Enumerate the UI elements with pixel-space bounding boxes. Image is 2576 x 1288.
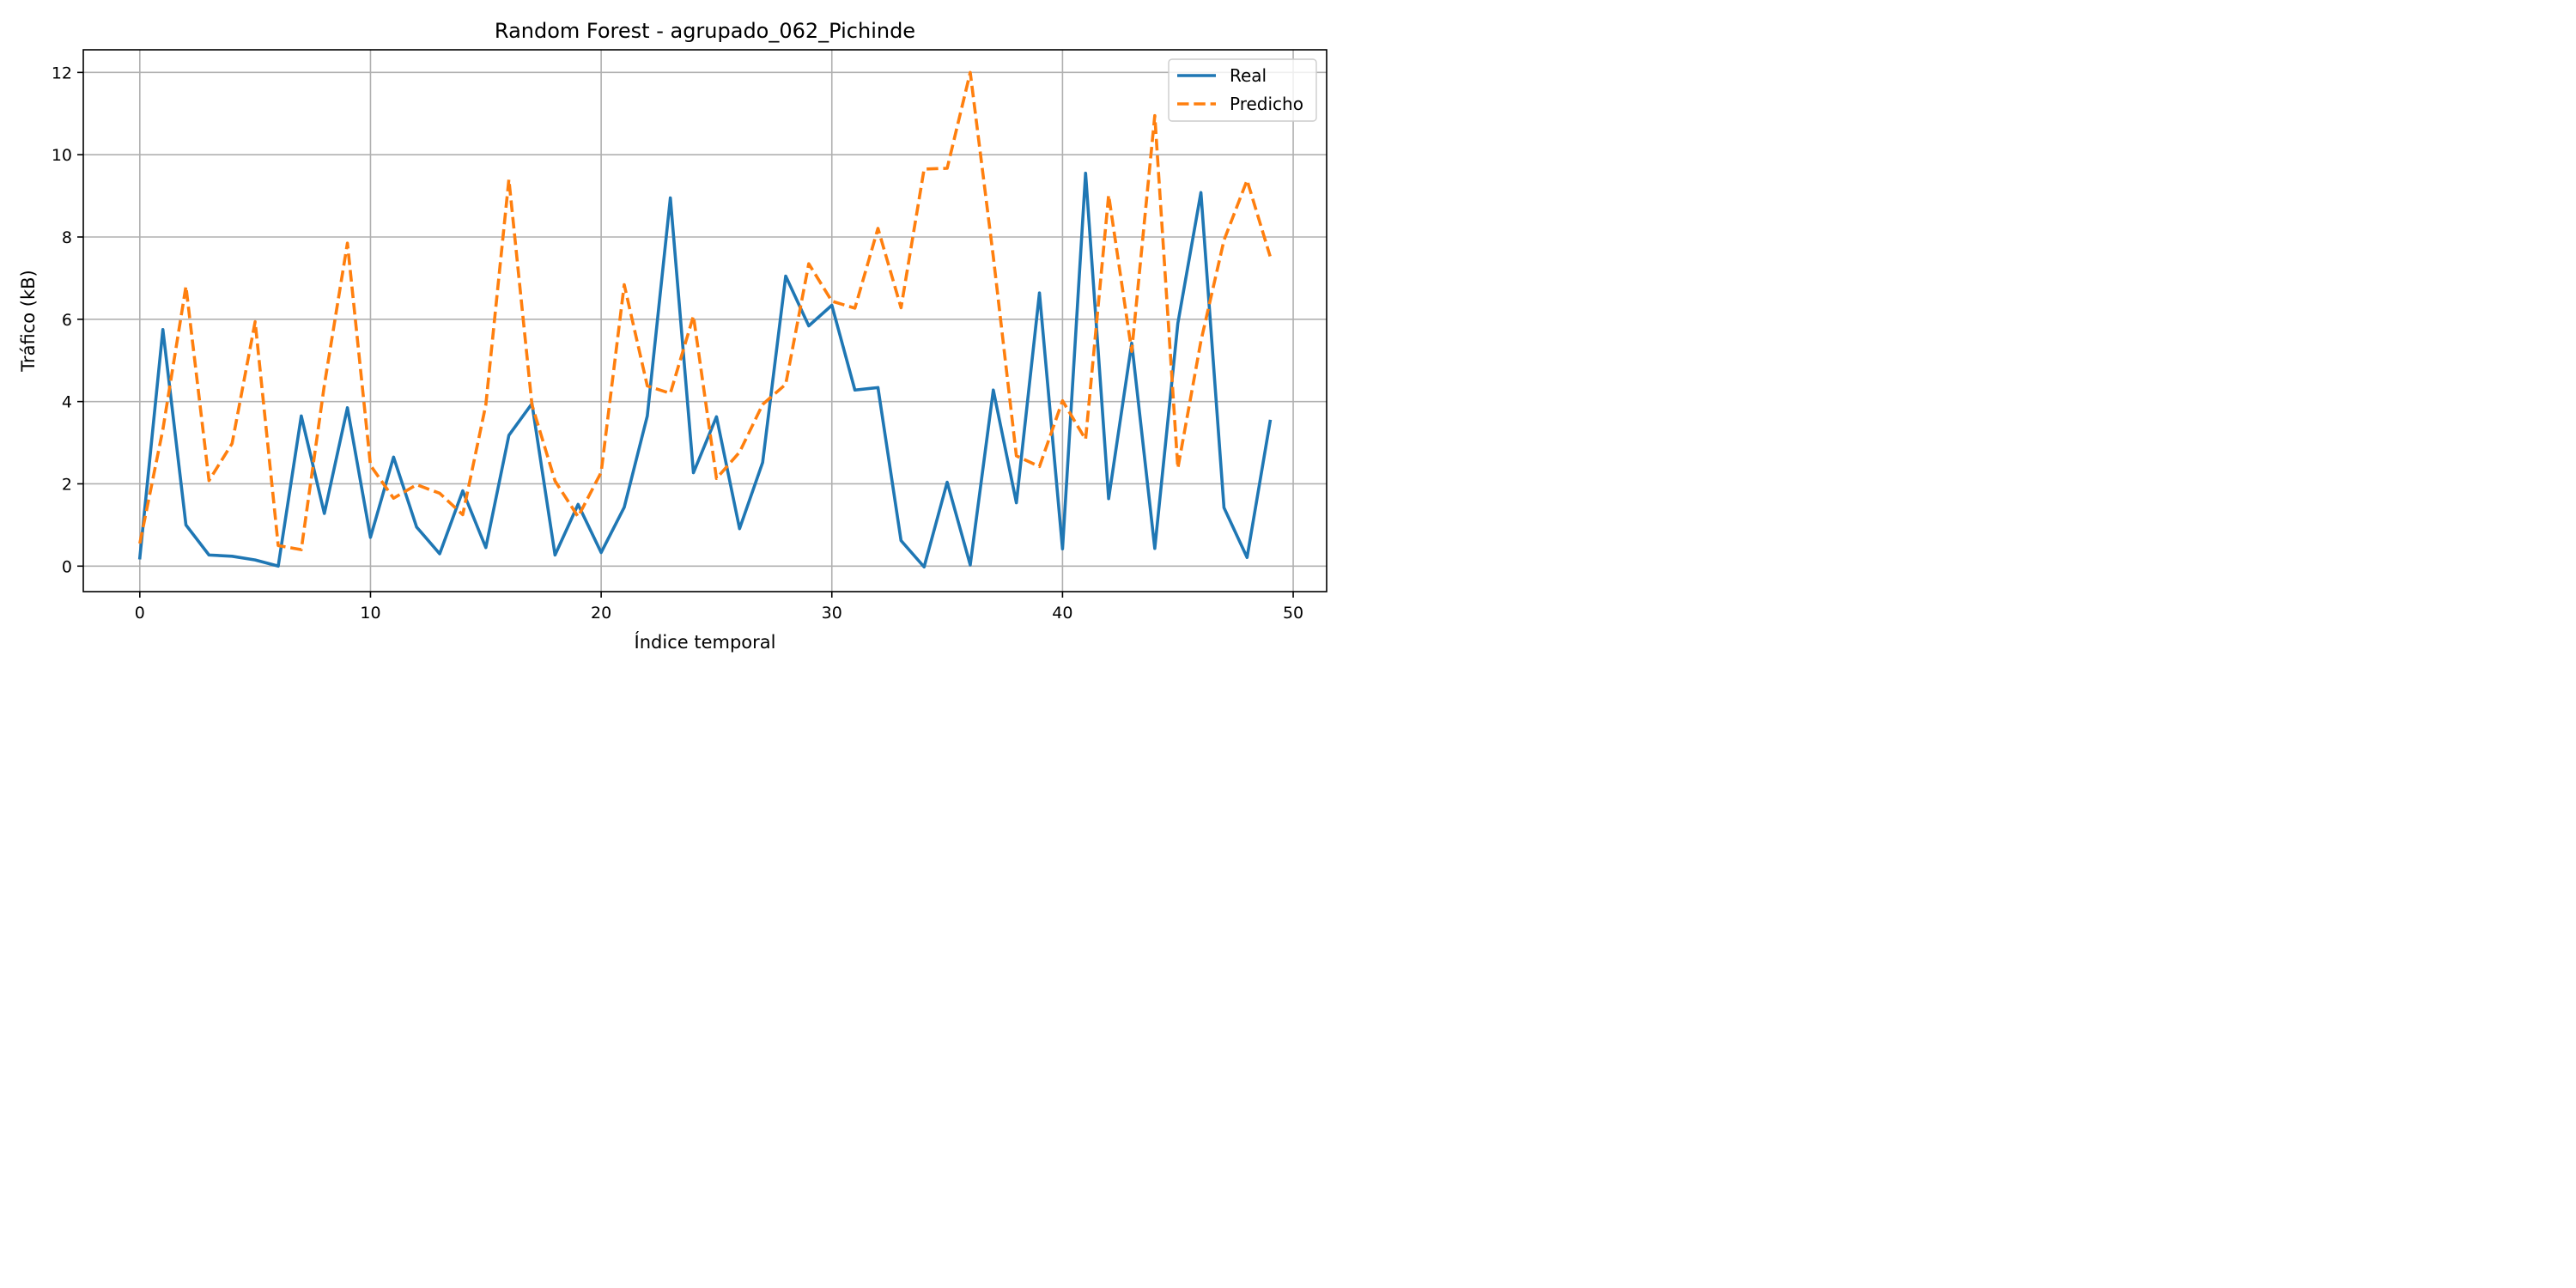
x-tick-label: 30 (822, 604, 842, 623)
y-tick-label: 0 (62, 557, 72, 576)
y-axis-ticks: 0 2 4 6 8 10 12 (52, 64, 83, 576)
y-axis-label: Tráfico (kB) (18, 270, 39, 373)
chart-title: Random Forest - agrupado_062_Pichinde (495, 19, 915, 43)
x-axis-ticks: 0 10 20 30 40 50 (135, 592, 1303, 623)
y-tick-label: 8 (62, 228, 72, 247)
y-tick-label: 2 (62, 475, 72, 494)
series-line-predicho (138, 70, 1272, 551)
y-tick-label: 10 (52, 146, 72, 165)
figure-background (0, 0, 1346, 673)
line-chart: 0 10 20 30 40 50 0 2 4 6 8 10 12 Random Forest - ag… (0, 0, 1346, 673)
x-tick-label: 10 (360, 604, 380, 623)
y-tick-label: 4 (62, 393, 72, 412)
series-lines (137, 70, 1273, 569)
x-tick-label: 40 (1052, 604, 1072, 623)
legend-label-real: Real (1230, 65, 1267, 86)
x-axis-label: Índice temporal (635, 631, 776, 653)
x-tick-label: 20 (591, 604, 611, 623)
legend-label-predicho: Predicho (1230, 94, 1303, 114)
x-tick-label: 0 (135, 604, 145, 623)
y-tick-label: 6 (62, 311, 72, 330)
axes-frame (82, 49, 1327, 592)
grid (83, 50, 1327, 592)
x-tick-label: 50 (1283, 604, 1303, 623)
series-line-real (137, 171, 1273, 569)
y-tick-label: 12 (52, 64, 72, 82)
legend: Real Predicho (1168, 58, 1317, 122)
